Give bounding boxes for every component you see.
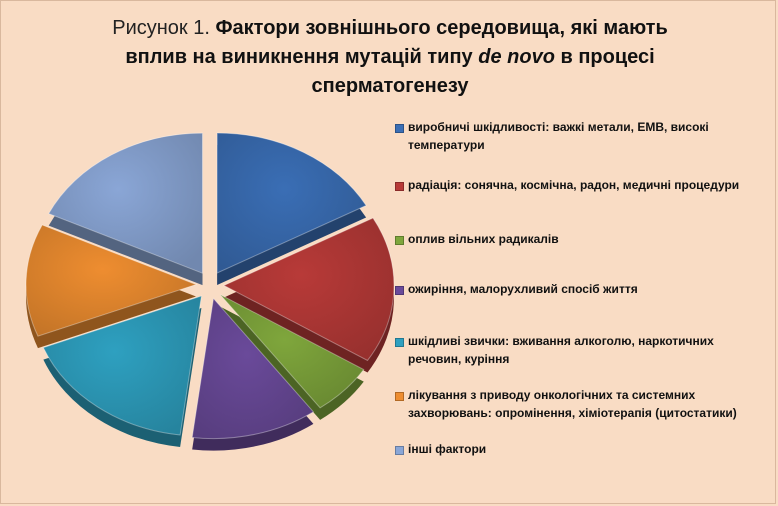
- legend-item-7: інші фактори: [395, 440, 770, 458]
- legend-label-7: інші фактори: [408, 442, 487, 456]
- legend-label-4: ожиріння, малорухливий спосіб життя: [408, 282, 638, 296]
- title-line-1: Фактори зовнішнього середовища, які мают…: [215, 17, 668, 39]
- legend-label-2: радіація: сонячна, космічна, радон, меди…: [408, 178, 740, 192]
- legend-swatch-6: [395, 392, 404, 401]
- legend-swatch-1: [395, 124, 404, 133]
- legend-item-4: ожиріння, малорухливий спосіб життя: [395, 280, 770, 298]
- legend-swatch-7: [395, 446, 404, 455]
- legend-item-1: виробничі шкідливості: важкі метали, ЕМВ…: [395, 118, 770, 154]
- title-line-3: сперматогенезу: [311, 75, 469, 97]
- chart-title: Рисунок 1. Фактори зовнішнього середовищ…: [60, 14, 720, 101]
- pie-slice-2: [222, 217, 395, 362]
- legend-item-3: оплив вільних радикалів: [395, 230, 770, 248]
- legend-swatch-4: [395, 286, 404, 295]
- figure-number: Рисунок 1.: [112, 17, 210, 39]
- legend-label-3: оплив вільних радикалів: [408, 232, 559, 246]
- legend-swatch-3: [395, 236, 404, 245]
- pie-slice-4: [191, 297, 315, 440]
- legend-swatch-5: [395, 338, 404, 347]
- legend-label-5: шкідливі звички: вживання алкоголю, нарк…: [408, 334, 714, 366]
- legend-item-6: лікування з приводу онкологічних та сист…: [395, 386, 770, 422]
- pie-slice-6: [25, 224, 198, 337]
- legend-label-1: виробничі шкідливості: важкі метали, ЕМВ…: [408, 120, 709, 152]
- pie-slice-3: [219, 294, 365, 409]
- legend-swatch-2: [395, 182, 404, 191]
- legend-item-5: шкідливі звички: вживання алкоголю, нарк…: [395, 332, 770, 368]
- pie-slice-7: [47, 132, 203, 274]
- title-line-2b: в процесі: [560, 46, 655, 68]
- title-line-2-italic: de novo: [478, 46, 555, 68]
- title-line-2a: вплив на виникнення мутацій типу: [125, 46, 473, 68]
- legend-label-6: лікування з приводу онкологічних та сист…: [408, 388, 737, 420]
- pie-slice-5: [42, 295, 203, 436]
- pie-slice-1: [216, 132, 367, 274]
- legend-item-2: радіація: сонячна, космічна, радон, меди…: [395, 176, 770, 194]
